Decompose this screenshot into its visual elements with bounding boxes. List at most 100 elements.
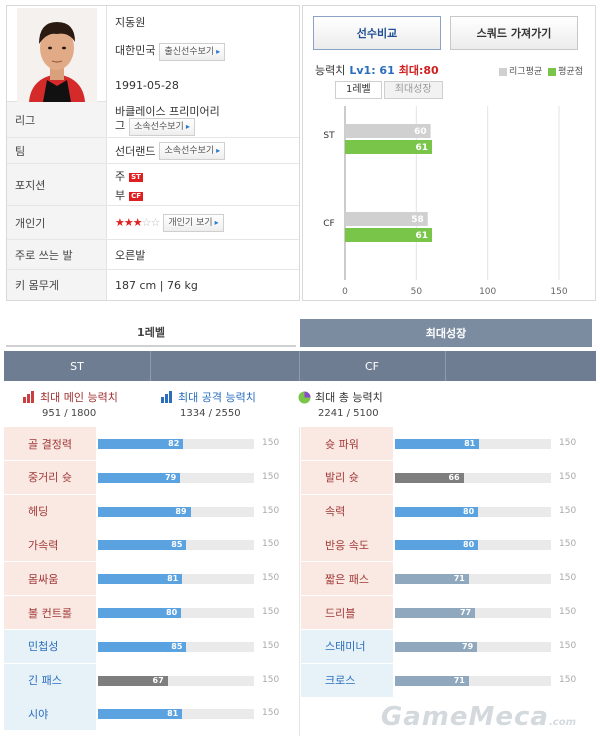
stat-track: 85 <box>98 641 254 652</box>
position-sub-tag: CF <box>129 191 144 201</box>
stat-row: 민첩성 85 150 <box>4 629 296 663</box>
squad-button[interactable]: 스쿼드 가져가기 <box>450 16 578 50</box>
body-value: 187 cm | 76 kg <box>115 278 198 292</box>
stat-name: 민첩성 <box>4 629 96 663</box>
stat-track: 79 <box>395 641 551 652</box>
chart-tick-label: 150 <box>550 287 567 297</box>
stat-row: 가속력 85 150 <box>4 528 296 562</box>
header-divider <box>299 351 300 381</box>
row-foot: 주로 쓰는 발 오른발 <box>7 240 299 270</box>
chart-tick-label: 100 <box>479 287 496 297</box>
player-profile: 지동원 대한민국 출신선수보기 ▸ 1991-05-28 리그 바클레이스 프리미어… <box>6 5 300 301</box>
ability-summary: 능력치 Lv1: 61 최대:80 <box>315 62 439 78</box>
watermark-suffix: .com <box>548 717 576 728</box>
stat-name: 몸싸움 <box>4 562 96 596</box>
chart-tick-label: 0 <box>342 287 348 297</box>
arrow-right-icon: ▸ <box>214 217 219 227</box>
foot-label: 주로 쓰는 발 <box>7 240 107 269</box>
header-divider <box>445 351 446 381</box>
stat-max: 150 <box>262 640 280 651</box>
stat-name: 중거리 슛 <box>4 460 96 494</box>
stat-name: 가속력 <box>4 528 96 562</box>
stat-max: 150 <box>262 573 280 584</box>
legend-league: 리그평균 <box>509 67 543 77</box>
stat-track: 66 <box>395 472 551 483</box>
skill-label: 개인기 <box>7 206 107 239</box>
team-players-label: 소속선수보기 <box>164 145 215 156</box>
position-values: 주 ST 부 CF <box>115 169 144 203</box>
skill-stars: ★★★☆☆ <box>115 216 161 229</box>
player-photo <box>7 6 107 102</box>
league-value-line2-wrap: 그 소속선수보기 ▸ <box>115 118 220 136</box>
stat-track: 80 <box>395 540 551 551</box>
legend-league-swatch <box>499 67 508 76</box>
row-skill: 개인기 ★★★☆☆ 개인기 보기 ▸ <box>7 206 299 240</box>
tab-level1[interactable]: 1레벨 <box>6 319 296 347</box>
team-label: 팀 <box>7 138 107 163</box>
chart-data-label: 60 <box>414 127 427 137</box>
position-label: 포지션 <box>7 164 107 205</box>
row-position: 포지션 주 ST 부 CF <box>7 164 299 206</box>
stat-bar: 82 <box>98 439 184 449</box>
stat-track: 80 <box>98 608 254 618</box>
tab-max-growth[interactable]: 최대성장 <box>300 319 592 347</box>
legend-avg-swatch <box>548 67 557 76</box>
country-players-button[interactable]: 출신선수보기 ▸ <box>159 43 226 61</box>
stat-row: 시야 81 150 <box>4 697 296 731</box>
stat-max: 150 <box>559 674 577 685</box>
league-value-line1: 바클레이스 프리미어리 <box>115 105 220 118</box>
chart-category-label: CF <box>323 219 334 229</box>
chart-data-label: 61 <box>415 231 428 241</box>
stat-max: 150 <box>262 708 280 719</box>
league-players-button[interactable]: 소속선수보기 ▸ <box>129 118 195 136</box>
stat-bar: 71 <box>395 574 469 585</box>
bar-chart-icon <box>161 391 172 403</box>
stat-row: 몸싸움 81 150 <box>4 562 296 596</box>
stat-row: 속력 80 150 <box>301 494 593 528</box>
total-attack-label: 최대 공격 능력치 <box>178 391 256 404</box>
stat-bar: 81 <box>395 439 480 449</box>
stat-max: 150 <box>262 505 280 516</box>
chart-tick-label: 50 <box>411 287 423 297</box>
chart-category-label: ST <box>323 131 335 141</box>
arrow-right-icon: ▸ <box>185 122 190 131</box>
foot-value: 오른발 <box>115 248 146 262</box>
ability-max: 최대:80 <box>398 64 439 77</box>
position-header-cf: CF <box>364 359 379 373</box>
pie-chart-icon <box>298 391 311 403</box>
stat-track: 71 <box>395 675 551 686</box>
position-sub: 부 CF <box>115 188 144 203</box>
stat-max: 150 <box>559 573 577 584</box>
country-players-label: 출신선수보기 <box>164 47 215 57</box>
stat-track: 71 <box>395 574 551 585</box>
player-country: 대한민국 출신선수보기 ▸ <box>115 42 226 61</box>
stat-track: 67 <box>98 675 254 686</box>
ability-level: Lv1: 61 <box>349 64 395 77</box>
chart-data-label: 61 <box>415 143 428 153</box>
stat-name: 크로스 <box>301 663 393 697</box>
stat-track: 81 <box>395 439 551 449</box>
skill-value: ★★★☆☆ 개인기 보기 ▸ <box>115 206 224 239</box>
stat-name: 속력 <box>301 494 393 528</box>
chart-tab-max[interactable]: 최대성장 <box>383 81 443 99</box>
ability-panel: 선수비교 스쿼드 가져가기 능력치 Lv1: 61 최대:80 리그평균 평균점 1레… <box>302 5 596 301</box>
ability-label: 능력치 <box>315 64 346 77</box>
team-players-button[interactable]: 소속선수보기 ▸ <box>159 141 226 160</box>
total-main-label: 최대 메인 능력치 <box>40 391 118 404</box>
skill-view-button[interactable]: 개인기 보기 ▸ <box>163 213 224 232</box>
stat-name: 스태미너 <box>301 629 393 663</box>
league-label: 리그 <box>7 102 107 137</box>
chart-legend: 리그평균 평균점 <box>493 64 583 77</box>
stat-row: 헤딩 89 150 <box>4 494 296 528</box>
stat-name: 골 결정력 <box>4 427 96 460</box>
chart-tab-lv1[interactable]: 1레벨 <box>335 81 382 99</box>
chart-tabs: 1레벨 최대성장 <box>335 81 443 99</box>
stat-bar: 66 <box>395 472 464 483</box>
stat-track: 77 <box>395 608 551 618</box>
stat-name: 짧은 패스 <box>301 562 393 596</box>
stars-empty: ☆☆ <box>141 216 161 229</box>
compare-button[interactable]: 선수비교 <box>313 16 441 50</box>
stats-divider <box>299 427 300 736</box>
stat-track: 82 <box>98 439 254 449</box>
stat-bar: 80 <box>395 540 479 551</box>
